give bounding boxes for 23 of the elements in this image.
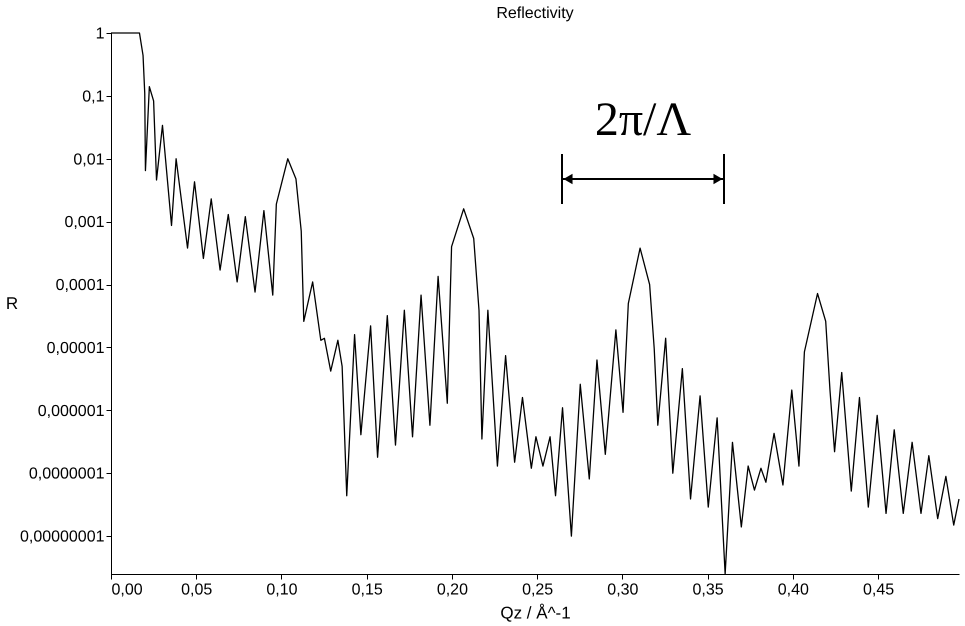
annotation: 2π/Λ (594, 93, 692, 146)
chart-title: Reflectivity (496, 5, 574, 22)
x-tick-label: 0,30 (607, 582, 639, 598)
x-tick-label: 0,45 (862, 582, 894, 598)
x-tick-label: 0,10 (266, 582, 298, 598)
y-tick-label: 0,0000001 (28, 466, 105, 483)
y-tick-label: 0,000001 (38, 402, 105, 420)
y-tick-label: 0,0001 (56, 277, 105, 294)
y-tick-label: 0,00001 (46, 340, 105, 357)
x-tick-label: 0,20 (436, 582, 468, 598)
x-tick-label: 0,05 (181, 582, 212, 598)
y-axis-title: R (6, 294, 18, 313)
y-tick-label: 0,01 (73, 151, 105, 168)
y-tick-label: 0,00000001 (20, 528, 105, 546)
y-tick-label: 0,001 (64, 214, 105, 232)
x-tick-label: 0,40 (778, 582, 809, 598)
x-tick-label: 0,00 (112, 582, 143, 598)
x-tick-label: 0,35 (692, 582, 724, 598)
y-tick-label: 1 (96, 26, 105, 42)
x-axis-title: Qz / Å^-1 (500, 604, 571, 622)
x-tick-label: 0,15 (352, 582, 383, 598)
y-tick-label: 0,1 (82, 88, 105, 106)
x-tick-label: 0,25 (522, 582, 554, 598)
